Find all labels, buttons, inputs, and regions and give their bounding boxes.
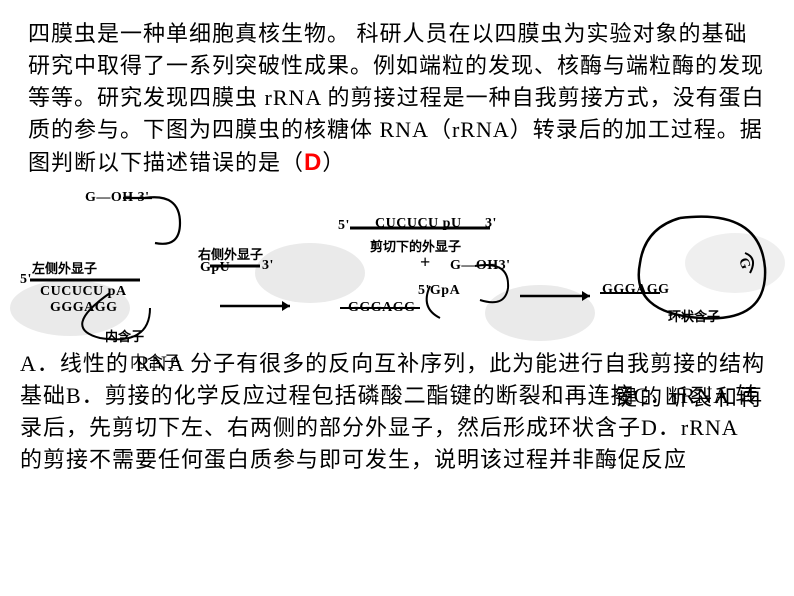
label-cucucupa: CUCUCU pA bbox=[40, 284, 127, 300]
rna-splicing-diagram: G—OH 3' 左侧外显子 右侧外显子 5' CUCUCU pA GGGAGG … bbox=[0, 188, 794, 348]
label-left-exon: 左侧外显子 bbox=[32, 258, 97, 277]
label-5prime-2: 5' bbox=[338, 218, 350, 234]
label-goh3-mid: G—OH3' bbox=[450, 258, 511, 274]
label-cut-exon: 剪切下的外显子 bbox=[370, 236, 461, 255]
label-gggagg2: GGGAGG bbox=[348, 300, 416, 316]
label-3prime-1: 3' bbox=[262, 258, 274, 274]
label-gggagg1: GGGAGG bbox=[50, 300, 118, 316]
label-5prime-1: 5' bbox=[20, 272, 32, 288]
stem-text: 四膜虫是一种单细胞真核生物。 科研人员在以四膜虫为实验对象的基础研究中取得了一系… bbox=[28, 21, 765, 175]
overlay-bond: 键的断裂和再 bbox=[615, 382, 765, 414]
label-plus: + bbox=[420, 252, 431, 273]
label-ring-intron: 环状含子 bbox=[668, 306, 720, 325]
overlay-intron: 内含子 bbox=[130, 351, 181, 374]
label-5gpa: 5'GpA bbox=[418, 283, 460, 299]
stem-close: ） bbox=[322, 150, 345, 175]
label-intron: 内含子 bbox=[105, 326, 144, 345]
label-cucucupu: CUCUCU pU bbox=[375, 216, 462, 232]
answer-options: A．线性的 RNA 分子有很多的反向互补序列，此为能进行自我剪接的结构基础B．剪… bbox=[0, 348, 794, 486]
answer-letter: D bbox=[304, 149, 322, 176]
label-gggagg3: GGGAGG bbox=[602, 282, 670, 298]
label-gpu: GpU bbox=[200, 260, 230, 276]
question-stem: 四膜虫是一种单细胞真核生物。 科研人员在以四膜虫为实验对象的基础研究中取得了一系… bbox=[0, 0, 794, 188]
label-goh3-left: G—OH 3' bbox=[85, 190, 150, 206]
label-3prime-2: 3' bbox=[485, 216, 497, 232]
